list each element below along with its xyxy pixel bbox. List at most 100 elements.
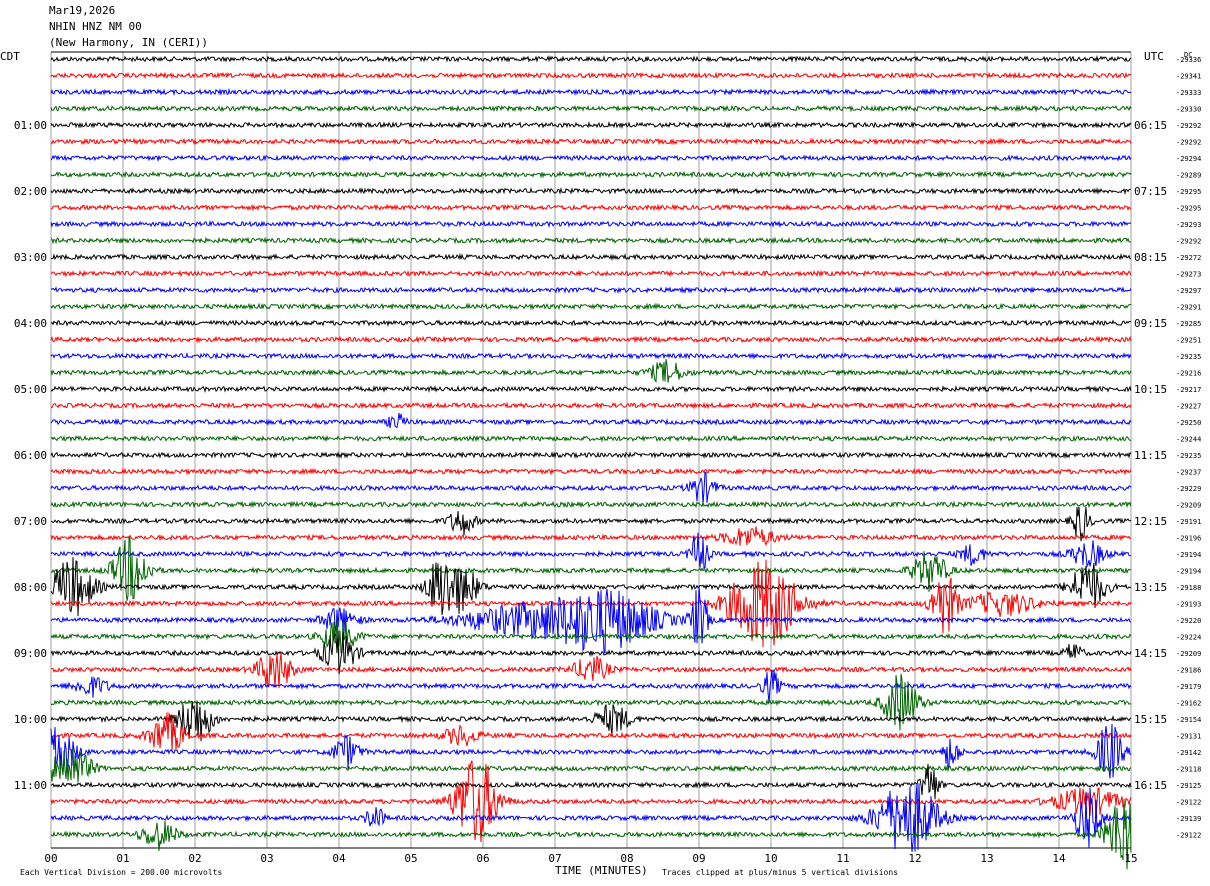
trace-line <box>50 302 1132 311</box>
trace-offset-label: -29209 <box>1176 650 1201 658</box>
axis-labels: 00 01 02 03 04 05 06 07 08 09 10 11 12 13 14 15 01:00 02:… <box>14 56 1201 865</box>
trace-offset-label: -29235 <box>1176 452 1201 460</box>
trace-line <box>50 137 1132 146</box>
trace-line <box>50 120 1132 130</box>
right-hour-label: 15:15 <box>1134 713 1167 726</box>
x-tick-label: 13 <box>980 852 993 865</box>
trace-offset-label: -29294 <box>1176 155 1201 163</box>
x-tick-label: 02 <box>188 852 201 865</box>
trace-offset-label: -29191 <box>1176 518 1201 526</box>
trace-offset-label: -29209 <box>1176 502 1201 510</box>
location-label: (New Harmony, IN (CERI)) <box>49 36 208 49</box>
trace-offset-label: -29142 <box>1176 749 1201 757</box>
trace-line <box>50 748 1132 783</box>
grid-lines <box>50 51 1132 849</box>
trace-offset-label: -29272 <box>1176 254 1201 262</box>
trace-offset-label: -29237 <box>1176 469 1201 477</box>
trace-line <box>50 219 1132 228</box>
scale-note: Each Vertical Division = 200.00 microvol… <box>20 868 222 877</box>
trace-line <box>50 630 1132 675</box>
trace-offset-label: -29194 <box>1176 551 1201 559</box>
trace-line <box>50 471 1132 505</box>
trace-line <box>50 669 1132 704</box>
trace-offset-label: -29125 <box>1176 782 1201 790</box>
trace-offset-label: -29295 <box>1176 188 1201 196</box>
trace-line <box>50 352 1132 361</box>
trace-offset-label: -29216 <box>1176 370 1201 378</box>
trace-line <box>51 252 1132 262</box>
right-hour-label: 14:15 <box>1134 647 1167 660</box>
trace-offset-label: -29186 <box>1176 667 1201 675</box>
trace-offset-label: -29295 <box>1176 205 1201 213</box>
trace-line <box>50 526 1132 547</box>
trace-line <box>50 54 1132 63</box>
right-hour-label: 13:15 <box>1134 581 1167 594</box>
trace-line <box>50 763 1132 800</box>
x-tick-label: 14 <box>1052 852 1066 865</box>
trace-line <box>50 673 1132 731</box>
x-tick-label: 15 <box>1124 852 1137 865</box>
trace-line <box>50 319 1132 327</box>
trace-offset-label: -29122 <box>1176 799 1201 807</box>
left-hour-label: 09:00 <box>14 647 47 660</box>
x-tick-label: 03 <box>260 852 273 865</box>
trace-offset-label: -29194 <box>1176 568 1201 576</box>
trace-line <box>50 434 1132 443</box>
trace-offset-label: -29131 <box>1176 733 1201 741</box>
left-hour-label: 01:00 <box>14 119 47 132</box>
right-hour-label: 10:15 <box>1134 383 1167 396</box>
trace-line <box>50 467 1132 476</box>
trace-offset-label: -29250 <box>1176 419 1201 427</box>
right-hour-label: 09:15 <box>1134 317 1167 330</box>
trace-offset-label: -29292 <box>1176 139 1201 147</box>
trace-line <box>50 586 1132 654</box>
trace-offset-label: -29292 <box>1176 122 1201 130</box>
left-hour-label: 05:00 <box>14 383 47 396</box>
trace-line <box>50 500 1132 509</box>
trace-line <box>50 71 1132 80</box>
trace-line <box>50 359 1132 383</box>
right-timezone-label: UTC <box>1144 50 1164 63</box>
right-hour-label: 12:15 <box>1134 515 1167 528</box>
trace-offset-label: -29139 <box>1176 815 1201 823</box>
trace-offset-label: -29333 <box>1176 89 1201 97</box>
x-tick-label: 12 <box>908 852 921 865</box>
trace-line <box>50 536 1132 601</box>
trace-line <box>50 450 1132 459</box>
right-hour-label: 06:15 <box>1134 119 1167 132</box>
trace-offset-label: -29336 <box>1176 56 1201 64</box>
left-timezone-label: CDT <box>0 50 20 63</box>
trace-line <box>50 87 1132 97</box>
trace-line <box>50 652 1132 689</box>
x-tick-label: 11 <box>836 852 849 865</box>
x-tick-label: 09 <box>692 852 705 865</box>
trace-line <box>50 532 1131 571</box>
right-hour-label: 11:15 <box>1134 449 1167 462</box>
trace-offset-label: -29118 <box>1176 766 1201 774</box>
trace-line <box>50 760 1132 843</box>
trace-line <box>50 154 1132 163</box>
left-hour-label: 08:00 <box>14 581 47 594</box>
trace-offset-label: -29292 <box>1176 238 1201 246</box>
trace-offset-label: -29154 <box>1176 716 1201 724</box>
trace-line <box>50 711 1132 753</box>
trace-offset-label: -29235 <box>1176 353 1201 361</box>
x-tick-label: 00 <box>44 852 57 865</box>
trace-offset-label: -29289 <box>1176 172 1201 180</box>
date-label: Mar19,2026 <box>49 4 116 17</box>
left-hour-label: 10:00 <box>14 713 47 726</box>
trace-offset-label: -29196 <box>1176 535 1201 543</box>
trace-offset-label: -29224 <box>1176 634 1201 642</box>
trace-line <box>50 269 1132 278</box>
station-label: NHIN HNZ NM 00 <box>49 20 142 33</box>
left-hour-label: 03:00 <box>14 251 47 264</box>
trace-offset-label: -29122 <box>1176 832 1201 840</box>
trace-offset-label: -29229 <box>1176 485 1201 493</box>
trace-line <box>50 559 1132 648</box>
left-hour-label: 02:00 <box>14 185 47 198</box>
x-tick-label: 08 <box>620 852 633 865</box>
x-tick-label: 05 <box>404 852 417 865</box>
trace-offset-label: -29297 <box>1176 287 1201 295</box>
trace-line <box>50 700 1132 742</box>
